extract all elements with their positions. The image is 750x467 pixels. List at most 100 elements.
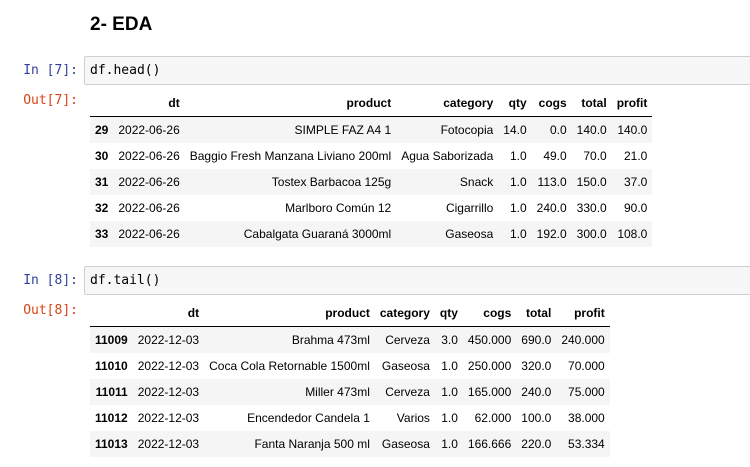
column-header-dt: dt — [113, 90, 185, 117]
cell-qty: 14.0 — [503, 123, 527, 137]
cell-profit: 140.0 — [617, 123, 648, 137]
code-text: df.tail() — [90, 273, 161, 288]
row-index: 11010 — [95, 359, 128, 373]
cell-qty: 3.0 — [441, 333, 458, 347]
cell-cogs: 192.0 — [536, 227, 567, 241]
column-header-total: total — [516, 300, 557, 327]
table-row: 11013 2022-12-03 Fanta Naranja 500 ml Gaseo… — [90, 431, 610, 457]
column-header-cogs: cogs — [462, 300, 517, 327]
row-index: 11009 — [95, 333, 128, 347]
code-cell-8[interactable]: df.tail() — [84, 266, 750, 295]
column-header-dt: dt — [132, 300, 205, 327]
table-row: 11011 2022-12-03 Miller 473ml Cerveza 1.0 165… — [90, 379, 610, 405]
cell-total: 70.0 — [583, 149, 607, 163]
out-prompt-8: Out[8]: — [23, 303, 78, 318]
cell-dt: 2022-12-03 — [137, 385, 200, 399]
cell-total: 320.0 — [521, 359, 552, 373]
column-header-profit: profit — [556, 300, 610, 327]
cell-total: 690.0 — [521, 333, 552, 347]
column-header-total: total — [571, 90, 612, 117]
cell-category: Cerveza — [385, 333, 430, 347]
cell-total: 150.0 — [576, 175, 607, 189]
cell-cogs: 450.000 — [467, 333, 512, 347]
cell-product: Fanta Naranja 500 ml — [254, 437, 370, 451]
cell-category: Cerveza — [385, 385, 430, 399]
cell-product: Marlboro Común 12 — [285, 201, 392, 215]
column-header-qty: qty — [498, 90, 532, 117]
cell-dt: 2022-06-26 — [118, 175, 180, 189]
cell-profit: 53.334 — [568, 437, 605, 451]
code-cell-7[interactable]: df.head() — [84, 56, 750, 85]
row-index: 11013 — [95, 437, 128, 451]
row-index: 30 — [95, 149, 109, 163]
cell-category: Gaseosa — [381, 359, 430, 373]
cell-category: Fotocopia — [440, 123, 494, 137]
table-row: 32 2022-06-26 Marlboro Común 12 Cigarrillo 1… — [90, 195, 652, 221]
cell-category: Gaseosa — [445, 227, 494, 241]
column-header-category: category — [374, 300, 435, 327]
row-index: 11011 — [95, 385, 128, 399]
row-index: 11012 — [95, 411, 128, 425]
cell-category: Varios — [396, 411, 430, 425]
cell-profit: 75.000 — [568, 385, 605, 399]
table-row: 33 2022-06-26 Cabalgata Guaraná 3000ml Gase… — [90, 221, 653, 247]
cell-product: Brahma 473ml — [291, 333, 370, 347]
code-text: df.head() — [90, 63, 161, 78]
table-row: 31 2022-06-26 Tostex Barbacoa 125g Snack 1.0… — [90, 169, 653, 195]
row-index: 33 — [95, 227, 109, 241]
table-row: 11012 2022-12-03 Encendedor Candela 1 Vario… — [90, 405, 610, 431]
cell-profit: 21.0 — [624, 149, 648, 163]
cell-total: 330.0 — [576, 201, 607, 215]
cell-cogs: 250.000 — [467, 359, 512, 373]
table-row: 29 2022-06-26 SIMPLE FAZ A4 1 Fotocopia 14.0… — [90, 116, 653, 143]
cell-dt: 2022-06-26 — [118, 149, 180, 163]
cell-product: Tostex Barbacoa 125g — [271, 175, 392, 189]
cell-profit: 37.0 — [624, 175, 648, 189]
row-index: 29 — [95, 123, 109, 137]
cell-total: 100.0 — [521, 411, 552, 425]
cell-qty: 1.0 — [509, 227, 527, 241]
cell-dt: 2022-06-26 — [118, 201, 180, 215]
cell-profit: 240.000 — [561, 333, 605, 347]
cell-dt: 2022-06-26 — [118, 227, 180, 241]
out-prompt-7: Out[7]: — [23, 93, 78, 108]
cell-dt: 2022-12-03 — [137, 359, 200, 373]
cell-product: Encendedor Candela 1 — [247, 411, 370, 425]
column-header-product: product — [184, 90, 397, 117]
cell-qty: 1.0 — [509, 149, 527, 163]
cell-cogs: 240.0 — [536, 201, 567, 215]
cell-cogs: 62.000 — [474, 411, 512, 425]
cell-cogs: 49.0 — [543, 149, 567, 163]
dataframe-head-table: dt product category qty cogs total profit 29 20… — [90, 90, 653, 247]
cell-qty: 1.0 — [441, 359, 458, 373]
cell-profit: 70.000 — [568, 359, 605, 373]
cell-category: Cigarrillo — [445, 201, 494, 215]
column-header-product: product — [204, 300, 375, 327]
cell-product: Cabalgata Guaraná 3000ml — [243, 227, 392, 241]
column-header-cogs: cogs — [531, 90, 572, 117]
index-header — [90, 300, 133, 327]
table-row: 11010 2022-12-03 Coca Cola Retornable 1500… — [90, 353, 610, 379]
cell-total: 240.0 — [521, 385, 552, 399]
row-index: 32 — [95, 201, 109, 215]
cell-dt: 2022-12-03 — [137, 333, 200, 347]
table-row: 30 2022-06-26 Baggio Fresh Manzana Liviano… — [90, 143, 652, 169]
in-prompt-8: In [8]: — [23, 273, 78, 288]
index-header — [90, 90, 114, 117]
cell-cogs: 166.666 — [467, 437, 512, 451]
column-header-qty: qty — [434, 300, 463, 327]
in-prompt-7: In [7]: — [23, 63, 78, 78]
section-heading: 2- EDA — [90, 14, 153, 35]
table-row: 11009 2022-12-03 Brahma 473ml Cerveza 3.0 450… — [90, 326, 610, 353]
cell-profit: 38.000 — [568, 411, 605, 425]
cell-dt: 2022-06-26 — [118, 123, 180, 137]
table-header-row: dt product category qty cogs total profit — [90, 90, 653, 117]
cell-product: SIMPLE FAZ A4 1 — [294, 123, 392, 137]
cell-category: Gaseosa — [381, 437, 430, 451]
cell-cogs: 113.0 — [537, 175, 567, 189]
dataframe-tail-table: dt product category qty cogs total profit 1100… — [90, 300, 610, 457]
cell-profit: 108.0 — [617, 227, 648, 241]
cell-qty: 1.0 — [441, 437, 458, 451]
cell-product: Baggio Fresh Manzana Liviano 200ml — [189, 149, 392, 163]
cell-qty: 1.0 — [509, 175, 527, 189]
